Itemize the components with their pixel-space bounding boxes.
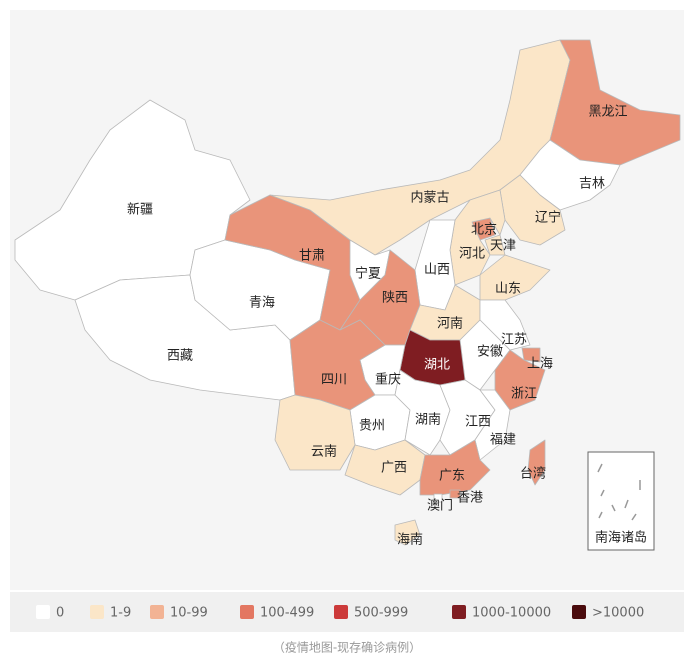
province-label: 河北 xyxy=(459,247,485,262)
province-label: 贵州 xyxy=(359,419,385,434)
legend: 0 1-9 10-99 100-499 500-999 1000-10000 >10000 xyxy=(36,605,644,621)
province-label: 宁夏 xyxy=(355,266,381,282)
inset: 南海诸岛 xyxy=(587,451,655,551)
province-label: 黑龙江 xyxy=(588,105,627,120)
province-label: 北京 xyxy=(471,223,497,238)
legend-swatch xyxy=(90,605,104,619)
province xyxy=(521,347,541,363)
inset-label: 南海诸岛 xyxy=(595,530,647,546)
province-label: 吉林 xyxy=(579,177,605,192)
province-label: 广东 xyxy=(439,469,465,484)
province xyxy=(549,39,681,166)
province-label: 香港 xyxy=(457,491,483,506)
legend-label: 10-99 xyxy=(170,606,208,621)
legend-label: 0 xyxy=(56,606,64,621)
province-label: 湖北 xyxy=(424,358,450,373)
province xyxy=(394,369,451,456)
legend-swatch xyxy=(334,605,348,619)
province-label: 内蒙古 xyxy=(410,190,449,206)
legend-swatch xyxy=(150,605,164,619)
province xyxy=(519,139,621,211)
legend-swatch xyxy=(572,605,586,619)
province-label: 天津 xyxy=(490,239,516,254)
province-label: 四川 xyxy=(321,373,347,388)
provinces xyxy=(14,39,681,546)
province-label: 澳门 xyxy=(427,498,453,514)
province-label: 海南 xyxy=(397,532,423,548)
province-label: 甘肃 xyxy=(299,249,325,264)
province xyxy=(449,489,461,499)
province-label: 重庆 xyxy=(375,372,401,388)
province xyxy=(394,519,421,546)
province xyxy=(494,349,546,411)
legend-label: 1-9 xyxy=(110,606,131,621)
province xyxy=(419,439,491,496)
province-label: 台湾 xyxy=(520,466,546,482)
legend-label: 500-999 xyxy=(354,606,408,621)
province-label: 新疆 xyxy=(127,202,153,218)
province-label: 安徽 xyxy=(477,345,503,360)
inset-islands xyxy=(597,463,641,521)
province-label: 山东 xyxy=(495,282,521,297)
legend-swatch xyxy=(452,605,466,619)
province-label: 江苏 xyxy=(501,332,527,348)
province-label: 浙江 xyxy=(511,387,537,402)
legend-label: 1000-10000 xyxy=(472,606,551,621)
province-label: 河南 xyxy=(437,316,463,332)
province-label: 广西 xyxy=(381,461,407,476)
province-label: 云南 xyxy=(311,444,337,460)
province-label: 福建 xyxy=(490,433,516,448)
province xyxy=(474,389,511,461)
province xyxy=(527,439,546,486)
province-label: 陕西 xyxy=(382,291,408,306)
legend-label: >10000 xyxy=(592,606,644,621)
province xyxy=(433,493,443,503)
caption: （疫情地图-现存确诊病例） xyxy=(273,640,421,655)
province-label: 青海 xyxy=(249,296,275,311)
province-label: 西藏 xyxy=(167,349,193,364)
province-label: 湖南 xyxy=(415,412,441,428)
legend-swatch xyxy=(240,605,254,619)
province-label: 上海 xyxy=(527,357,553,372)
legend-swatch xyxy=(36,605,50,619)
province-label: 山西 xyxy=(424,263,450,278)
province-label: 辽宁 xyxy=(535,210,561,226)
legend-label: 100-499 xyxy=(260,606,314,621)
province xyxy=(14,99,251,301)
province xyxy=(274,394,356,471)
province-label: 江西 xyxy=(465,415,491,430)
